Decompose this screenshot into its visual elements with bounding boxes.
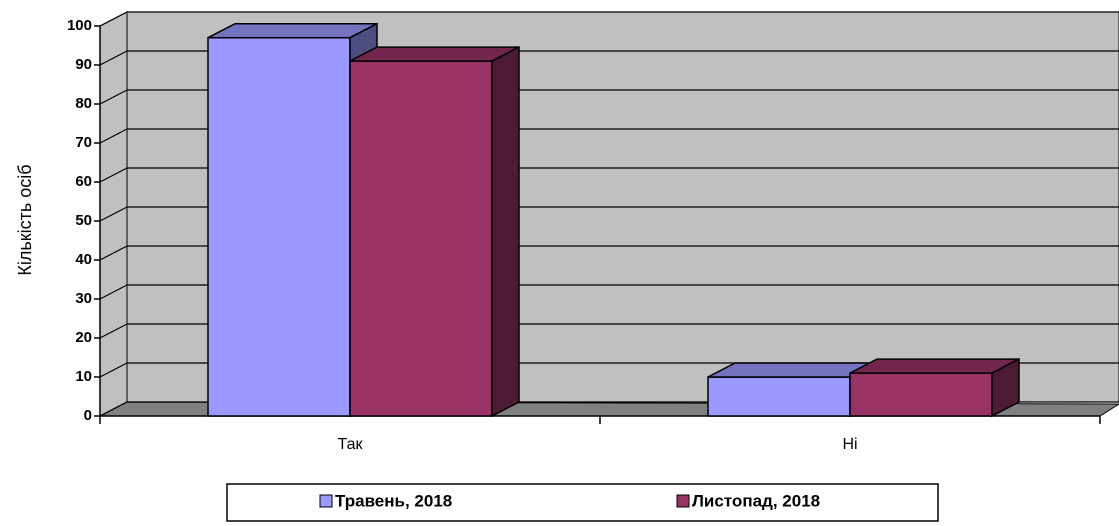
legend-box	[226, 483, 939, 522]
grid-line-side	[99, 50, 128, 66]
y-tick-label: 70	[75, 134, 92, 151]
grid-line-side	[99, 401, 128, 417]
grid-line-side	[99, 206, 128, 222]
y-tick-label: 10	[75, 368, 92, 385]
y-tick-label: 90	[75, 56, 92, 73]
grid-line-side	[99, 167, 128, 183]
legend-label: Листопад, 2018	[692, 491, 820, 510]
bar	[849, 372, 993, 417]
legend-swatch	[319, 494, 333, 508]
grid-line-side	[99, 128, 128, 144]
y-axis-label: Кількість осіб	[15, 164, 35, 275]
bar	[207, 36, 351, 417]
y-tick-label: 80	[75, 95, 92, 112]
bar-top	[349, 46, 520, 62]
bar	[707, 376, 851, 417]
bar-side	[491, 45, 520, 418]
x-tick-label: Ні	[842, 436, 857, 453]
bar	[349, 60, 493, 417]
grid-line-side	[99, 11, 128, 27]
legend-swatch	[676, 494, 690, 508]
bar-top	[207, 22, 378, 39]
bar-top	[849, 358, 1020, 374]
grid-line-side	[99, 284, 128, 300]
y-tick-label: 0	[84, 407, 92, 424]
y-tick-label: 60	[75, 173, 92, 190]
legend-label: Травень, 2018	[335, 491, 452, 510]
grid-line-side	[99, 245, 128, 261]
grid-line-side	[99, 362, 128, 378]
x-tick-label: Так	[338, 436, 364, 453]
y-tick-label: 50	[75, 212, 92, 229]
y-tick-label: 30	[75, 290, 92, 307]
bar-side	[991, 357, 1020, 418]
y-tick-label: 20	[75, 329, 92, 346]
grid-line-side	[99, 89, 128, 105]
y-tick-label: 40	[75, 251, 92, 268]
grid-line-side	[99, 323, 128, 339]
y-tick-label: 100	[67, 17, 92, 34]
